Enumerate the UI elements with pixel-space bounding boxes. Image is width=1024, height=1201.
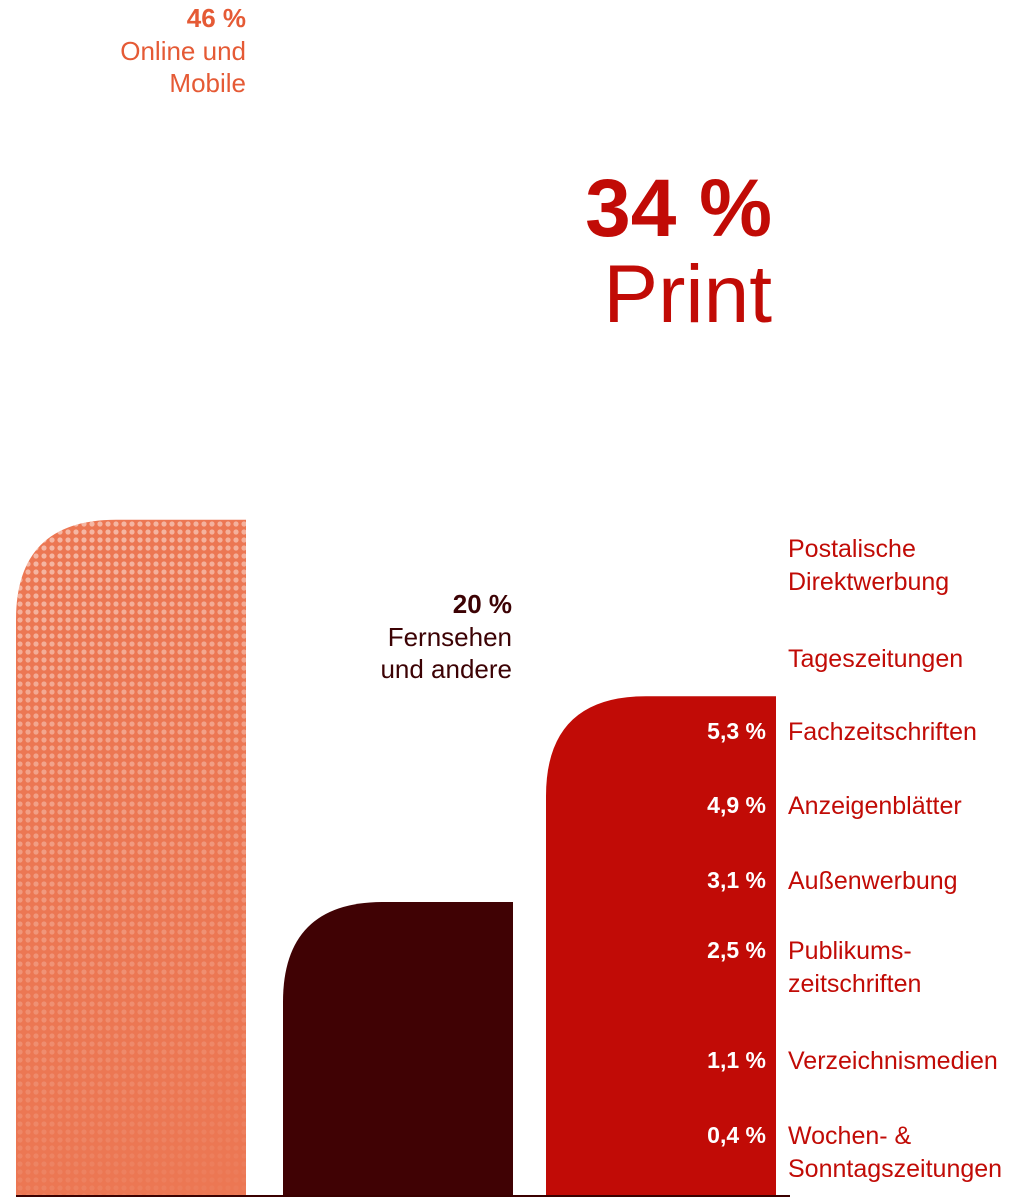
print-breakdown-name-line: Postalische	[788, 535, 916, 563]
print-breakdown-name-line: Verzeichnismedien	[788, 1047, 998, 1075]
bar-online-mobile-dot-texture	[16, 519, 246, 1196]
print-label: 34 % Print	[585, 163, 772, 341]
print-breakdown-name: Verzeichnismedien	[788, 1045, 1024, 1078]
bar-fernsehen	[283, 902, 513, 1196]
print-breakdown-value: 1,1 %	[707, 1047, 766, 1073]
online-name-line-1: Online und	[120, 35, 246, 66]
print-breakdown-value: 0,4 %	[707, 1122, 766, 1148]
print-breakdown-value: 2,5 %	[707, 937, 766, 963]
print-breakdown-name-line: Fachzeitschriften	[788, 718, 977, 746]
print-breakdown-value: 5,3 %	[707, 718, 766, 744]
print-breakdown-name-line: Sonntagszeitungen	[788, 1155, 1003, 1184]
fernsehen-label: 20 % Fernsehen und andere	[380, 588, 512, 686]
online-value-label: 46 %	[186, 3, 246, 33]
fernsehen-name-line-2: und andere	[380, 654, 512, 684]
bars	[16, 519, 776, 1196]
print-breakdown-name: Wochen- & Sonntagszeitungen	[788, 1120, 1024, 1187]
print-name: Print	[603, 249, 772, 341]
online-name-line-2: Mobile	[169, 68, 246, 98]
print-breakdown-name-line: Publikums-	[788, 937, 912, 965]
fernsehen-name-line-1: Fernsehen	[387, 621, 512, 652]
print-breakdown-name-line: Anzeigenblätter	[788, 792, 962, 820]
print-breakdown-value: 6,6 %	[707, 645, 766, 671]
fernsehen-value-label: 20 %	[452, 589, 512, 619]
print-breakdown-name-line: Wochen- &	[788, 1122, 912, 1150]
print-breakdown-name: Tageszeitungen	[788, 643, 1024, 676]
print-breakdown-value: 4,9 %	[707, 792, 766, 818]
print-breakdown-value: 3,1 %	[707, 867, 766, 893]
print-breakdown-name: Anzeigenblätter	[788, 790, 1024, 823]
print-breakdown-name: Fachzeitschriften	[788, 716, 1024, 749]
print-breakdown-name-line: Tageszeitungen	[788, 645, 964, 673]
print-breakdown-name: Außenwerbung	[788, 865, 1024, 898]
print-breakdown-name-line: Direktwerbung	[788, 568, 950, 597]
online-label: 46 % Online und Mobile	[120, 2, 246, 100]
bar-print	[546, 696, 776, 1196]
print-breakdown-name: Postalische Direktwerbung	[788, 533, 1024, 600]
print-breakdown-value: 10,1 %	[694, 535, 766, 561]
print-value-label: 34 %	[585, 163, 772, 254]
print-breakdown-name: Publikums-zeitschriften	[788, 935, 1024, 1002]
print-breakdown-name-line: Außenwerbung	[788, 867, 958, 895]
print-breakdown-name-line: zeitschriften	[788, 970, 922, 999]
